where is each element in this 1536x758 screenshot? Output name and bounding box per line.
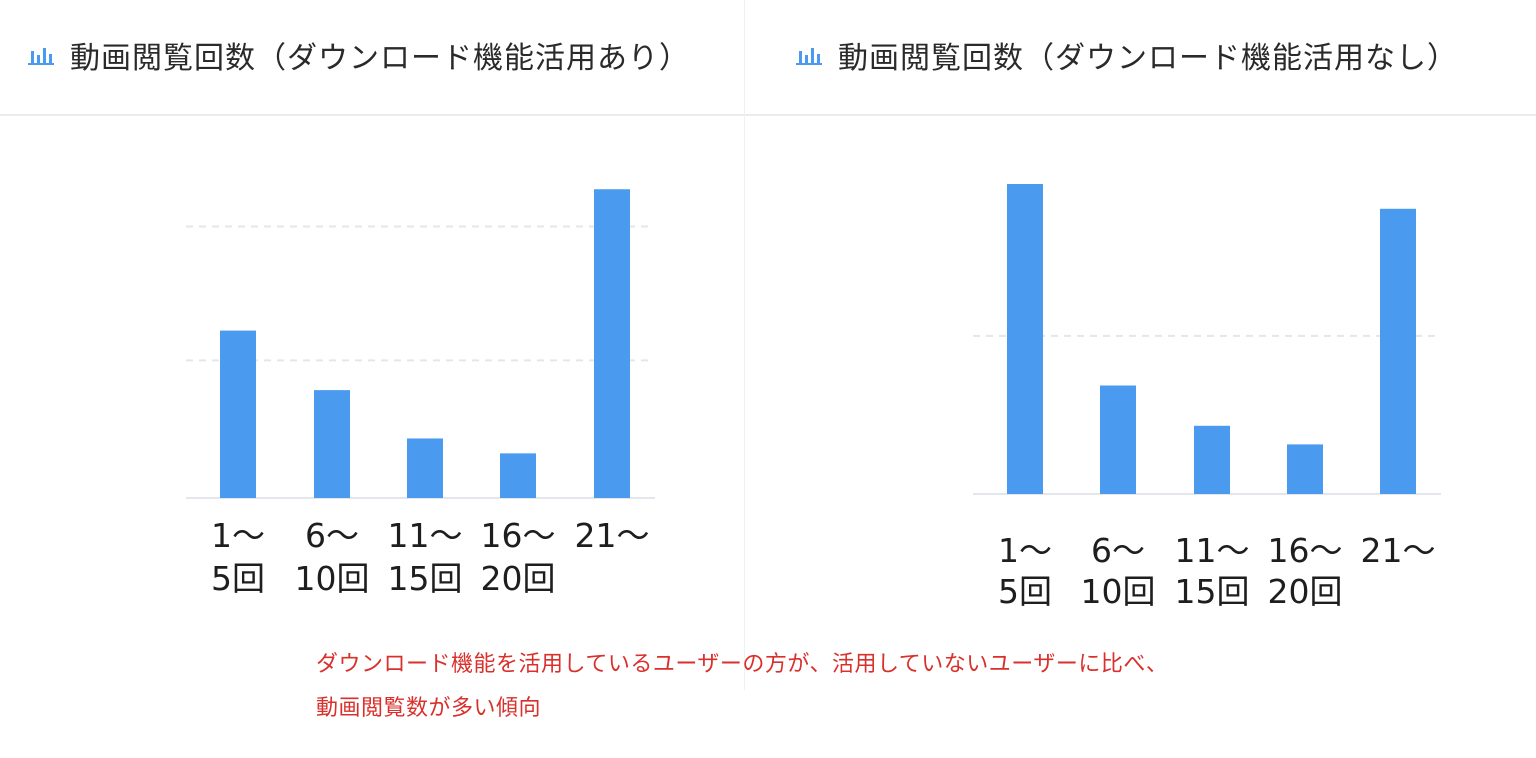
x-tick-label: 6〜 bbox=[305, 516, 359, 555]
bar-chart-icon bbox=[28, 48, 54, 65]
bar-3 bbox=[407, 438, 443, 498]
bar-2 bbox=[1100, 385, 1136, 494]
annotation-note-line-1: ダウンロード機能を活用しているユーザーの方が、活用していないユーザーに比べ、 bbox=[316, 652, 1169, 677]
x-tick-label: 1〜 bbox=[211, 516, 265, 555]
panel-header: 動画閲覧回数（ダウンロード機能活用あり） bbox=[0, 0, 744, 116]
chart-panel-with-download: 動画閲覧回数（ダウンロード機能活用あり） 1〜 5回 6〜 10回 11〜 15回 16〜 2… bbox=[0, 0, 744, 690]
x-tick-label: 11〜 bbox=[388, 516, 463, 555]
bar-chart-with-download: 1〜 5回 6〜 10回 11〜 15回 16〜 20回 21〜 bbox=[186, 189, 655, 598]
bar-4 bbox=[500, 453, 536, 498]
annotation-note-line-2: 動画閲覧数が多い傾向 bbox=[316, 696, 542, 721]
bar-1 bbox=[1007, 184, 1043, 494]
x-tick-label: 6〜 bbox=[1091, 531, 1145, 570]
x-tick-label: 1〜 bbox=[998, 531, 1052, 570]
x-tick-label: 15回 bbox=[388, 559, 463, 598]
bar-chart-icon bbox=[796, 48, 822, 65]
bar-5 bbox=[594, 189, 630, 499]
x-tick-label: 5回 bbox=[998, 572, 1052, 611]
bar-1 bbox=[220, 330, 256, 498]
chart-title: 動画閲覧回数（ダウンロード機能活用なし） bbox=[838, 41, 1458, 76]
x-tick-label: 21〜 bbox=[575, 516, 650, 555]
x-tick-label: 20回 bbox=[1268, 572, 1343, 611]
x-tick-label: 10回 bbox=[1081, 572, 1156, 611]
panel-header: 動画閲覧回数（ダウンロード機能活用なし） bbox=[745, 0, 1536, 116]
x-tick-label: 15回 bbox=[1175, 572, 1250, 611]
x-tick-label: 16〜 bbox=[481, 516, 556, 555]
bar-4 bbox=[1287, 444, 1323, 494]
x-tick-label: 16〜 bbox=[1268, 531, 1343, 570]
x-tick-label: 10回 bbox=[295, 559, 370, 598]
bar-5 bbox=[1380, 208, 1416, 495]
chart-panel-without-download: 動画閲覧回数（ダウンロード機能活用なし） 1〜 5回 6〜 10回 11〜 15回 16〜 2… bbox=[744, 0, 1536, 690]
bar-3 bbox=[1194, 425, 1230, 494]
x-tick-label: 21〜 bbox=[1361, 531, 1436, 570]
bar-chart-without-download: 1〜5回 6〜10回 11〜15回 16〜20回 21〜 bbox=[973, 184, 1441, 611]
chart-title: 動画閲覧回数（ダウンロード機能活用あり） bbox=[70, 41, 690, 76]
bar-2 bbox=[314, 390, 350, 498]
x-tick-label: 20回 bbox=[481, 559, 556, 598]
x-tick-label: 11〜 bbox=[1175, 531, 1250, 570]
x-tick-label: 5回 bbox=[211, 559, 265, 598]
